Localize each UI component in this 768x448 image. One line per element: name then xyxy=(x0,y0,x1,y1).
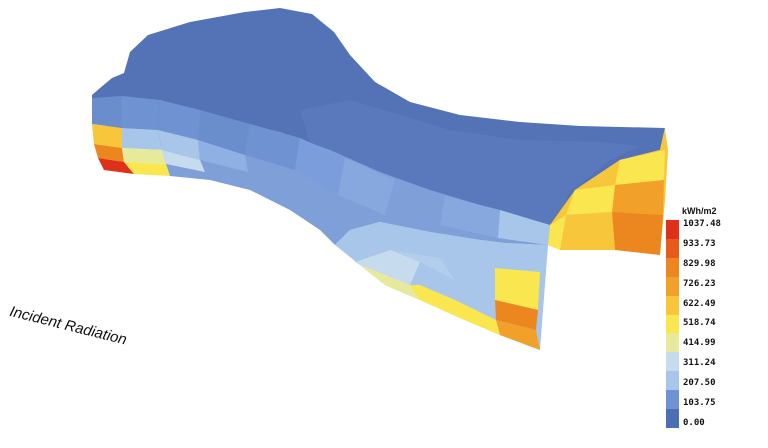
legend-swatch xyxy=(666,220,679,239)
legend-unit: kWh/m2 xyxy=(682,206,717,216)
legend-swatch xyxy=(666,371,679,391)
legend-tick-label: 103.75 xyxy=(683,398,716,409)
surface-front-wall xyxy=(158,100,550,245)
legend-tick-label: 1037.48 xyxy=(683,219,721,229)
color-legend: kWh/m2 0.00 103.75 207.50 311.24 414.99 518.7… xyxy=(666,206,766,436)
legend-tick-label: 829.98 xyxy=(683,258,716,269)
surface-right-end xyxy=(548,128,668,255)
legend-swatch xyxy=(666,238,679,258)
legend-tick-label: 933.73 xyxy=(683,238,716,249)
legend-swatch xyxy=(666,314,679,334)
legend-color-bar xyxy=(666,220,679,428)
surface-left-end xyxy=(92,96,170,176)
legend-tick-label: 0.00 xyxy=(683,417,705,428)
legend-swatch xyxy=(666,257,679,277)
legend-tick-labels: 0.00 103.75 207.50 311.24 414.99 518.74 622.49… xyxy=(683,220,721,428)
surface-lower-band xyxy=(335,222,548,350)
legend-tick-label: 518.74 xyxy=(683,318,716,329)
legend-tick-label: 207.50 xyxy=(683,378,716,389)
legend-swatch xyxy=(666,276,679,296)
legend-tick-label: 726.23 xyxy=(683,278,716,289)
legend-swatch xyxy=(666,295,679,315)
legend-tick-label: 311.24 xyxy=(683,358,716,369)
legend-tick-label: 622.49 xyxy=(683,298,716,309)
legend-swatch xyxy=(666,333,679,353)
legend-swatch xyxy=(666,352,679,372)
legend-tick-label: 414.99 xyxy=(683,338,716,349)
legend-swatch xyxy=(666,409,679,428)
legend-swatch xyxy=(666,390,679,410)
